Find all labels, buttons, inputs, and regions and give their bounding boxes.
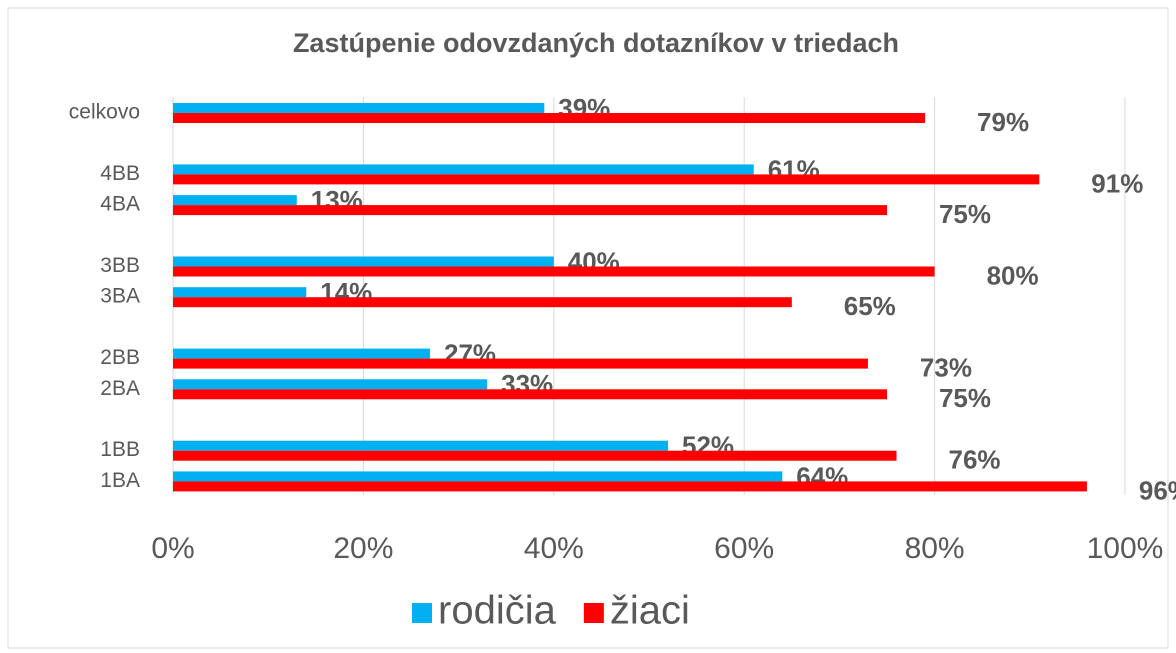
y-tick-label: celkovo xyxy=(69,101,140,124)
legend-swatch xyxy=(412,603,432,623)
data-label: 91% xyxy=(1091,168,1143,198)
data-label: 80% xyxy=(987,260,1039,290)
x-tick-label: 80% xyxy=(905,532,965,565)
bar xyxy=(173,297,792,308)
y-tick-label: 1BB xyxy=(100,438,140,461)
y-tick-label: 3BA xyxy=(100,285,140,308)
bar xyxy=(173,358,868,369)
bar xyxy=(173,195,297,206)
y-tick-label: 1BA xyxy=(100,469,140,492)
bar xyxy=(173,379,488,390)
y-tick-label: 2BB xyxy=(100,346,140,369)
legend-label: rodičia xyxy=(438,589,557,633)
legend-label: žiaci xyxy=(610,589,690,633)
data-label: 96% xyxy=(1139,475,1176,505)
x-tick-label: 40% xyxy=(524,532,584,565)
bar xyxy=(173,205,887,216)
bar xyxy=(173,174,1040,185)
bar xyxy=(173,266,935,277)
data-label: 65% xyxy=(844,291,896,321)
data-label: 75% xyxy=(939,199,991,229)
data-label: 73% xyxy=(920,352,972,382)
bar xyxy=(173,481,1087,492)
bar xyxy=(173,287,307,298)
x-tick-label: 60% xyxy=(714,532,774,565)
bar xyxy=(173,256,554,267)
y-tick-label: 4BA xyxy=(100,193,140,216)
chart-title: Zastúpenie odovzdaných dotazníkov v trie… xyxy=(293,28,899,58)
data-label: 76% xyxy=(948,445,1000,475)
data-label: 79% xyxy=(977,107,1029,137)
x-tick-label: 20% xyxy=(333,532,393,565)
bar xyxy=(173,103,545,113)
y-tick-label: 2BA xyxy=(100,377,140,400)
y-tick-label: 3BB xyxy=(100,254,140,277)
x-tick-label: 0% xyxy=(151,532,194,565)
legend-swatch xyxy=(583,603,604,623)
bar xyxy=(173,348,431,359)
bar xyxy=(173,113,926,123)
x-tick-label: 100% xyxy=(1087,532,1164,565)
bar xyxy=(173,450,897,461)
bar xyxy=(173,164,754,175)
bar xyxy=(173,471,783,482)
bar xyxy=(173,440,669,451)
data-label: 75% xyxy=(939,383,991,413)
y-tick-label: 4BB xyxy=(100,162,140,185)
bar xyxy=(173,389,887,400)
